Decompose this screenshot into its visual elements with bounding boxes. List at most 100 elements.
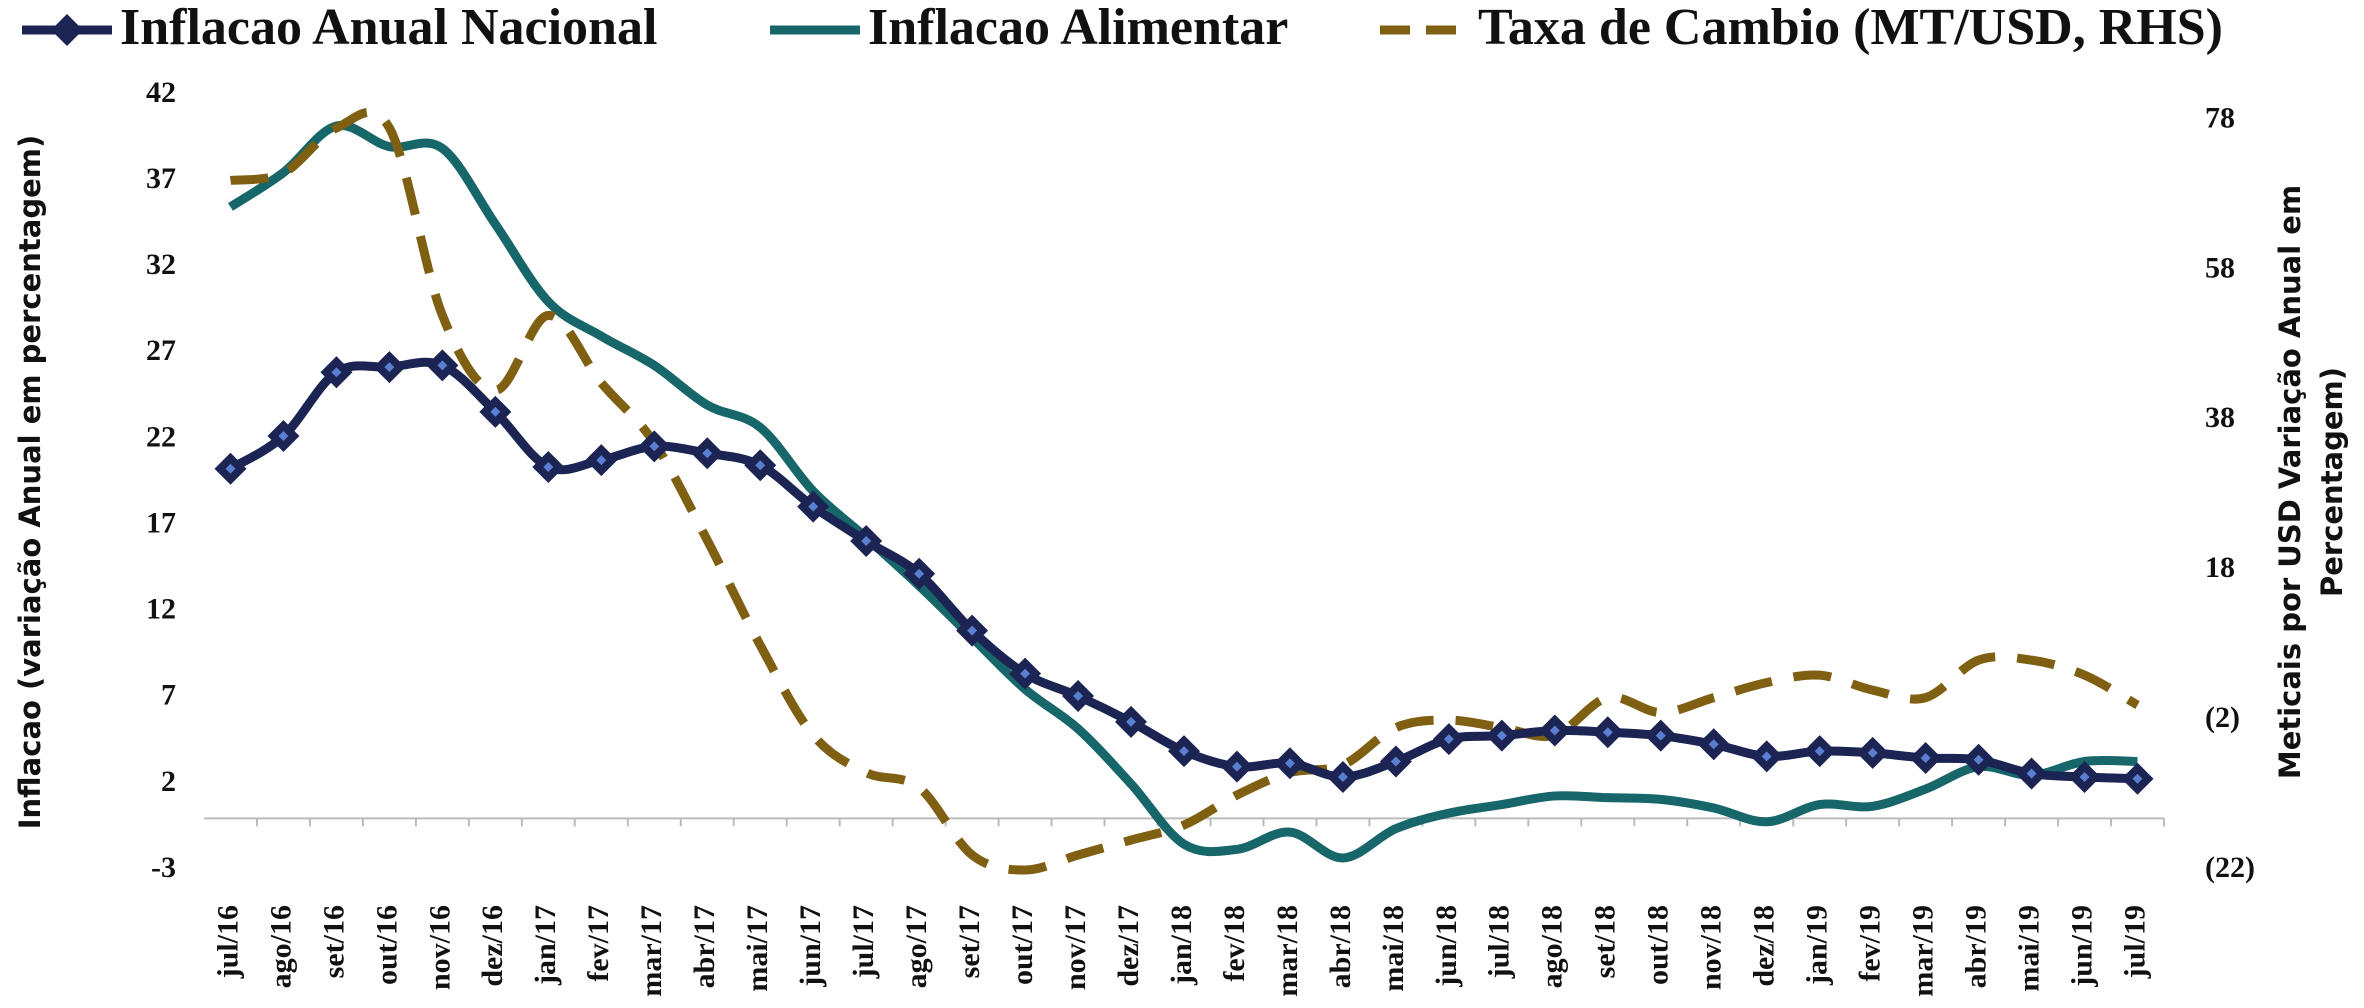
marker-inner: [1126, 716, 1137, 727]
y2-tick-label: 78: [2205, 101, 2235, 134]
marker-inner: [543, 462, 554, 472]
y-tick-label: 22: [146, 420, 176, 453]
marker: [373, 351, 406, 384]
marker-inner: [1867, 747, 1878, 758]
marker: [797, 490, 830, 523]
marker: [267, 420, 300, 452]
y2-axis-title: Meticais por USD Variação Anual em: [2273, 185, 2307, 779]
marker: [691, 437, 724, 470]
marker-inner: [1231, 761, 1242, 772]
marker-inner: [1284, 758, 1295, 769]
x-tick-label: nov/16: [423, 905, 456, 990]
marker-inner: [2026, 768, 2037, 779]
x-tick-label: fev/18: [1218, 905, 1251, 982]
x-tick-label: mai/18: [1377, 905, 1410, 992]
legend-marker: [51, 14, 83, 46]
marker-inner: [1337, 772, 1348, 782]
marker: [638, 430, 671, 463]
marker-inner: [1496, 730, 1507, 741]
marker-inner: [1761, 751, 1772, 762]
marker-inner: [1020, 668, 1031, 679]
marker-inner: [1443, 734, 1454, 745]
x-tick-label: mar/17: [635, 905, 668, 997]
marker: [1909, 742, 1942, 775]
y2-tick-label: 38: [2205, 401, 2235, 434]
x-tick-label: dez/16: [476, 905, 509, 987]
marker: [1062, 680, 1095, 713]
y-tick-label: 32: [146, 248, 176, 281]
marker: [2121, 762, 2154, 795]
y-tick-label: 37: [146, 162, 176, 195]
x-tick-label: dez/18: [1748, 905, 1781, 987]
marker: [214, 452, 247, 485]
x-tick-label: jun/17: [794, 905, 827, 988]
marker: [1326, 761, 1359, 793]
x-tick-label: jul/19: [2118, 905, 2151, 979]
x-tick-label: set/17: [953, 905, 986, 978]
x-tick-label: abr/19: [1959, 905, 1992, 988]
x-tick-label: abr/17: [688, 905, 721, 988]
marker-inner: [278, 431, 289, 441]
legend-label: Inflacao Anual Nacional: [120, 0, 657, 56]
marker: [1485, 719, 1518, 752]
y-tick-label: 12: [146, 593, 176, 626]
marker: [1803, 735, 1836, 768]
marker: [532, 451, 565, 483]
marker-inner: [1602, 727, 1613, 738]
marker: [479, 395, 512, 428]
x-tick-label: mai/17: [741, 905, 774, 992]
marker-inner: [649, 441, 660, 452]
series-line: [228, 121, 2138, 863]
x-tick-label: set/18: [1589, 905, 1622, 978]
marker: [1273, 747, 1306, 780]
y2-axis-title: Percentagem): [2315, 367, 2349, 597]
x-tick-label: mar/19: [1907, 905, 1940, 997]
y-tick-label: 27: [146, 334, 176, 367]
marker: [1432, 723, 1465, 756]
marker-inner: [2079, 772, 2090, 782]
marker-inner: [1920, 753, 1931, 764]
x-tick-label: jan/19: [1801, 905, 1834, 986]
marker-inner: [437, 360, 448, 371]
marker: [956, 614, 989, 647]
y2-tick-label: 18: [2205, 551, 2235, 584]
marker-inner: [1973, 754, 1984, 765]
marker-inner: [1073, 691, 1084, 702]
marker-inner: [1549, 725, 1560, 736]
marker-inner: [1708, 739, 1719, 750]
x-tick-label: out/16: [370, 905, 403, 985]
marker: [1379, 745, 1412, 778]
marker: [1697, 728, 1730, 761]
x-tick-label: jan/18: [1165, 905, 1198, 986]
marker-inner: [596, 455, 607, 466]
marker-inner: [1814, 746, 1825, 757]
marker: [850, 525, 883, 558]
marker-inner: [914, 568, 925, 579]
y-axis-title: Inflacao (variação Anual em percentagem): [13, 135, 47, 830]
marker: [1009, 657, 1042, 690]
y-tick-label: 7: [161, 679, 176, 712]
marker: [1168, 735, 1200, 768]
marker-inner: [702, 448, 713, 459]
series-line: [229, 107, 2140, 875]
marker-inner: [861, 536, 872, 547]
y2-tick-label: (22): [2205, 851, 2255, 884]
x-tick-label: ago/17: [900, 905, 933, 988]
marker-inner: [808, 501, 819, 512]
marker: [1591, 716, 1624, 749]
x-tick-label: fev/17: [582, 905, 615, 982]
series-line: [228, 357, 2138, 784]
x-tick-label: fev/19: [1854, 905, 1887, 982]
x-tick-label: out/17: [1006, 905, 1039, 985]
x-tick-label: mai/19: [2012, 905, 2045, 992]
marker: [1962, 743, 1995, 776]
marker-inner: [225, 463, 236, 474]
marker-inner: [2132, 773, 2143, 784]
x-tick-label: jun/18: [1430, 905, 1463, 988]
x-tick-label: jan/17: [529, 905, 562, 986]
marker: [1538, 714, 1571, 747]
marker: [585, 444, 618, 477]
marker: [1115, 705, 1148, 738]
legend-label: Taxa de Cambio (MT/USD, RHS): [1478, 0, 2223, 56]
x-tick-label: jun/19: [2065, 905, 2098, 988]
